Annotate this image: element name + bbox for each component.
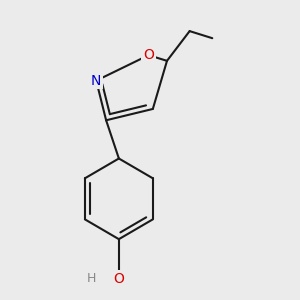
- Text: O: O: [143, 48, 154, 62]
- Text: N: N: [91, 74, 101, 88]
- Text: O: O: [113, 272, 124, 286]
- Text: H: H: [87, 272, 96, 285]
